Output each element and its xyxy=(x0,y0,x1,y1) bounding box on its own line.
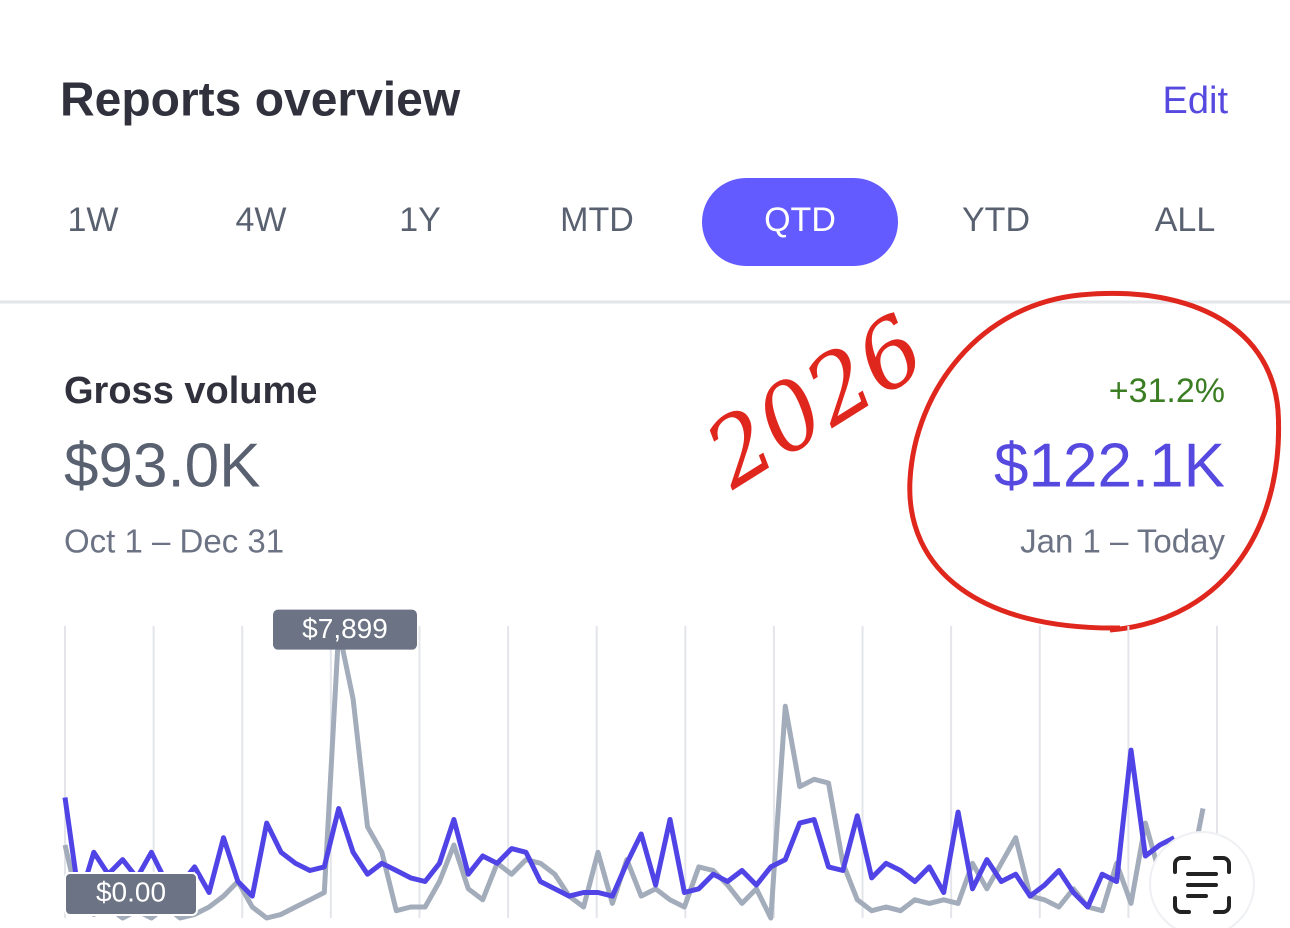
scan-circle xyxy=(1149,831,1255,928)
edit-button[interactable]: Edit xyxy=(1163,80,1229,122)
tab[interactable]: MTD xyxy=(560,201,634,239)
current-value: $122.1K xyxy=(994,431,1225,500)
scan-icon xyxy=(1173,856,1231,914)
chart: $7,899 $0.00 xyxy=(62,609,1218,921)
change: +31.2% xyxy=(1109,372,1225,410)
tab[interactable]: 4W xyxy=(236,201,287,239)
tab[interactable]: YTD xyxy=(962,201,1030,239)
value-tag xyxy=(64,872,198,916)
value-tag-label: $7,899 xyxy=(302,613,388,644)
page-title: Reports overview xyxy=(60,74,461,127)
previous-range: Oct 1 – Dec 31 xyxy=(64,523,284,560)
tab-selected-bg xyxy=(702,178,898,266)
metric-title: Gross volume xyxy=(64,370,317,412)
hand-drawn-circle xyxy=(907,290,1282,633)
tab[interactable]: QTD xyxy=(764,201,836,239)
scan-button[interactable] xyxy=(1149,831,1255,928)
tab[interactable]: ALL xyxy=(1155,201,1216,239)
current-range: Jan 1 – Today xyxy=(1020,523,1225,560)
tab[interactable]: 1Y xyxy=(399,201,441,239)
value-tag xyxy=(273,609,417,650)
value-tag-label: $0.00 xyxy=(96,876,166,907)
series-line xyxy=(62,747,1176,910)
tab-bar: 1W 4W 1Y MTD QTD YTD ALL xyxy=(68,178,1216,266)
series-line xyxy=(62,627,1206,921)
handwritten-note: 2026 xyxy=(687,294,943,509)
previous-value: $93.0K xyxy=(64,431,261,500)
tab[interactable]: 1W xyxy=(68,201,119,239)
